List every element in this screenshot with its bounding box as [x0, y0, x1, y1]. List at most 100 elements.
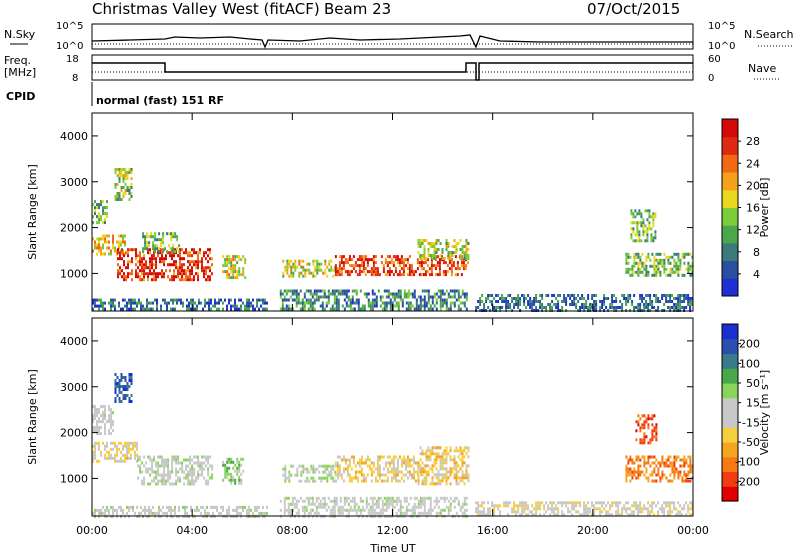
echo-cell [553, 507, 556, 511]
echo-cell [461, 452, 464, 456]
echo-cell [419, 458, 422, 462]
echo-cell [453, 251, 456, 254]
echo-cell [360, 264, 363, 268]
echo-cell [417, 304, 420, 308]
echo-cell [650, 227, 653, 231]
echo-cell [160, 241, 163, 245]
echo-cell [312, 467, 315, 471]
echo-cell [347, 502, 350, 506]
echo-cell [646, 218, 649, 222]
echo-cell [96, 237, 98, 241]
echo-cell [390, 479, 393, 483]
echo-cell [631, 470, 634, 474]
echo-cell [201, 473, 204, 477]
echo-cell [477, 300, 480, 303]
echo-cell [112, 423, 114, 427]
echo-cell [207, 248, 209, 252]
echo-cell [408, 461, 411, 465]
echo-cell [374, 255, 377, 259]
echo-cell [300, 470, 303, 474]
echo-cell [342, 458, 345, 462]
echo-cell [341, 292, 344, 296]
echo-cell [242, 255, 245, 259]
echo-cell [117, 257, 119, 261]
echo-cell [651, 507, 654, 511]
echo-cell [675, 513, 678, 517]
echo-cell [102, 206, 104, 210]
echo-cell [234, 298, 236, 302]
echo-cell [260, 304, 262, 308]
echo-cell [431, 449, 434, 453]
echo-cell [689, 300, 692, 303]
echo-cell [96, 206, 98, 210]
echo-cell [191, 266, 193, 270]
echo-cell [436, 255, 439, 259]
echo-cell [591, 501, 594, 505]
echo-cell [112, 234, 114, 238]
echo-cell [352, 264, 355, 268]
echo-cell [427, 295, 430, 299]
echo-cell [374, 467, 377, 471]
echo-cell [424, 261, 427, 265]
echo-cell [204, 304, 206, 308]
echo-cell [425, 301, 428, 305]
echo-cell [641, 510, 644, 514]
echo-cell [122, 397, 125, 400]
echo-cell [94, 450, 96, 454]
echo-cell [128, 385, 131, 388]
echo-cell [423, 251, 426, 254]
echo-cell [222, 478, 225, 482]
echo-cell [643, 455, 646, 459]
echo-cell [400, 458, 403, 462]
panel-frame [91, 112, 694, 312]
echo-cell [625, 510, 628, 514]
echo-cell [382, 264, 385, 268]
echo-cell [321, 307, 324, 311]
echo-cell [116, 382, 119, 385]
echo-cell [297, 508, 300, 512]
echo-cell [630, 236, 633, 240]
echo-cell [130, 168, 133, 171]
echo-cell [332, 464, 335, 468]
echo-cell [340, 267, 343, 271]
echo-cell [419, 242, 422, 245]
echo-cell [641, 297, 644, 300]
echo-cell [387, 289, 390, 293]
echo-cell [643, 464, 646, 468]
echo-cell [300, 271, 303, 275]
echo-cell [425, 449, 428, 453]
date-title: 07/Oct/2015 [587, 0, 680, 18]
echo-cell [407, 502, 410, 506]
echo-cell [467, 455, 470, 459]
echo-cell [126, 301, 128, 305]
echo-cell [447, 245, 450, 248]
echo-cell [197, 266, 199, 270]
echo-cell [419, 499, 422, 503]
echo-cell [453, 458, 456, 462]
echo-cell [380, 473, 383, 477]
echo-cell [130, 171, 133, 174]
echo-cell [408, 273, 411, 277]
echo-cell [336, 270, 339, 274]
echo-cell [283, 511, 286, 515]
echo-cell [375, 298, 378, 302]
echo-cell [228, 261, 231, 265]
echo-cell [296, 265, 299, 269]
echo-cell [394, 479, 397, 483]
echo-cell [364, 255, 367, 259]
echo-cell [335, 499, 338, 503]
echo-cell [491, 300, 494, 303]
echo-cell [675, 297, 678, 300]
echo-cell [302, 265, 305, 269]
echo-cell [359, 289, 362, 293]
echo-cell [120, 243, 122, 247]
echo-cell [345, 289, 348, 293]
echo-cell [463, 449, 466, 453]
echo-cell [441, 464, 444, 468]
echo-cell [177, 476, 180, 480]
echo-cell [151, 263, 153, 267]
echo-cell [434, 258, 437, 262]
echo-cell [139, 278, 141, 282]
echo-cell [226, 466, 229, 470]
echo-cell [653, 270, 656, 274]
